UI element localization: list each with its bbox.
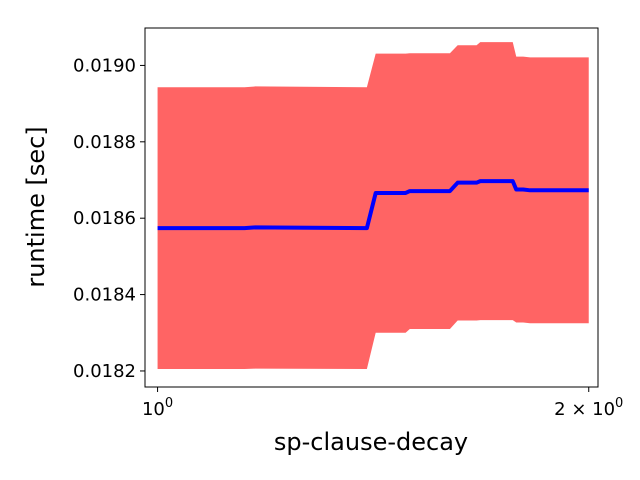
y-tick-label: 0.0190 (73, 55, 136, 76)
x-axis-ticks: 100 2 × 100 (142, 387, 623, 420)
x-tick-label: 2 × 100 (554, 396, 623, 420)
x-axis-label: sp-clause-decay (274, 428, 468, 456)
plot-frame (144, 27, 599, 388)
y-tick-label: 0.0188 (73, 132, 136, 153)
y-axis-label: runtime [sec] (22, 126, 50, 287)
y-tick-label: 0.0184 (73, 285, 136, 306)
mean-line-layer (157, 179, 589, 231)
x-tick-label: 100 (142, 396, 173, 420)
y-tick-label: 0.0186 (73, 208, 136, 229)
mean-runtime-line (157, 179, 589, 231)
y-axis-ticks: 0.0182 0.0184 0.0186 0.0188 0.0190 (73, 55, 145, 382)
y-tick-label: 0.0182 (73, 361, 136, 382)
